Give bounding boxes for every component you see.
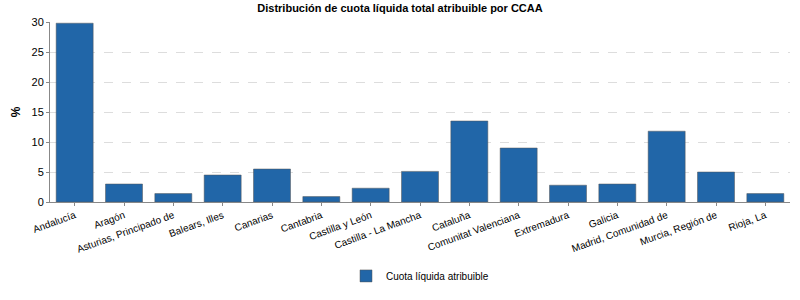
svg-text:Canarias: Canarias (233, 209, 274, 233)
svg-text:Madrid, Comunidad de: Madrid, Comunidad de (570, 209, 669, 254)
svg-text:20: 20 (32, 76, 44, 88)
svg-text:Andalucía: Andalucía (32, 209, 78, 235)
svg-text:Castilla - La Mancha: Castilla - La Mancha (333, 209, 423, 251)
svg-text:Rioja, La: Rioja, La (727, 209, 768, 233)
svg-text:25: 25 (32, 46, 44, 58)
svg-text:Cuota líquida atribuible: Cuota líquida atribuible (386, 271, 489, 282)
svg-text:15: 15 (32, 106, 44, 118)
svg-text:Extremadura: Extremadura (513, 209, 571, 239)
svg-text:Galicia: Galicia (587, 209, 620, 230)
svg-text:10: 10 (32, 136, 44, 148)
svg-text:30: 30 (32, 16, 44, 28)
svg-text:Aragón: Aragón (92, 209, 126, 230)
svg-text:Asturias, Principado de: Asturias, Principado de (75, 209, 176, 255)
svg-text:%: % (9, 106, 23, 117)
svg-text:Cataluña: Cataluña (430, 209, 472, 233)
svg-text:Cantabria: Cantabria (279, 209, 324, 234)
svg-text:Distribución de cuota líquida: Distribución de cuota líquida total atri… (257, 2, 542, 14)
svg-text:Murcia, Región de: Murcia, Región de (638, 209, 718, 247)
svg-text:5: 5 (38, 166, 44, 178)
svg-text:0: 0 (38, 196, 44, 208)
svg-text:Castilla y León: Castilla y León (308, 209, 373, 242)
svg-text:Balears, Illes: Balears, Illes (168, 209, 226, 239)
svg-text:Comunitat Valenciana: Comunitat Valenciana (426, 209, 521, 253)
